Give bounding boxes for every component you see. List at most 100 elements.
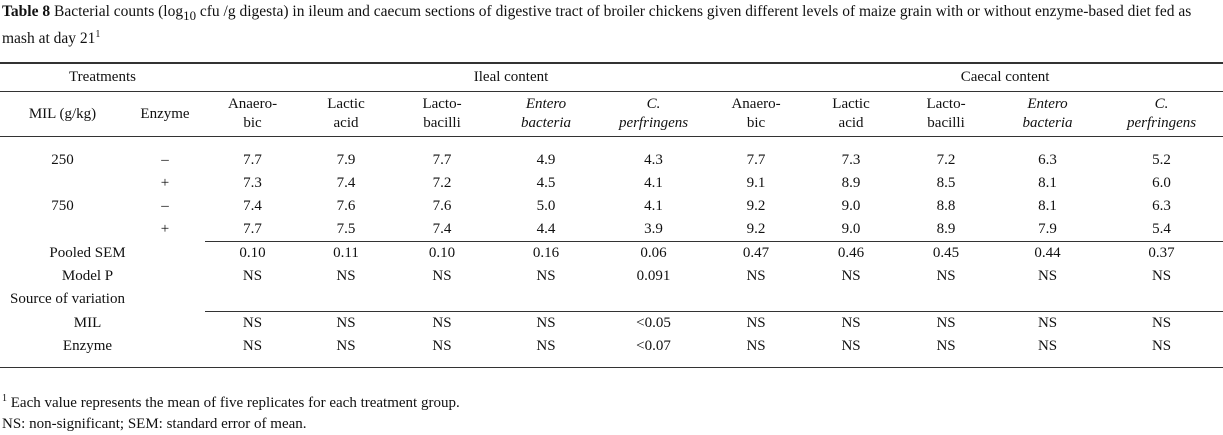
stats-value: NS — [841, 268, 861, 284]
stats-value: 0.37 — [1100, 241, 1223, 265]
stats-value: 0.45 — [897, 241, 996, 265]
column-header-line2: acid — [333, 115, 359, 131]
value-cell: 7.5 — [336, 221, 356, 237]
stats-row-pooled-sem: Pooled SEM 0.10 0.11 0.10 0.16 0.06 0.47 0.46 0.… — [0, 241, 1223, 265]
caption-text-2: cfu /g digesta) in ileum and caecum sect… — [2, 3, 1192, 48]
value-cell: 7.9 — [336, 152, 356, 168]
column-header-line2: acid — [838, 115, 864, 131]
source-of-variation-row: Source of variation — [0, 288, 1223, 312]
mil-cell: 250 — [51, 152, 74, 168]
value-cell: 9.0 — [841, 198, 861, 214]
stats-value: NS — [1037, 268, 1058, 284]
footnote-mark: 1 — [2, 393, 7, 404]
value-cell: 9.2 — [746, 198, 766, 214]
caption-subscript: 10 — [183, 8, 197, 24]
stats-value: NS — [492, 335, 601, 368]
stats-value: 0.16 — [492, 241, 601, 265]
stats-value: NS — [936, 268, 956, 284]
stats-value: NS — [707, 335, 806, 368]
value-cell: 5.2 — [1152, 152, 1171, 168]
stats-value: NS — [995, 335, 1101, 368]
stats-value: NS — [746, 268, 766, 284]
column-header-line1: Lactic — [327, 96, 365, 112]
value-cell: 4.5 — [536, 175, 556, 191]
column-header-line1: C. — [646, 96, 661, 112]
value-cell: 6.3 — [1038, 152, 1057, 168]
column-header-line1: Lacto- — [422, 96, 462, 112]
enzyme-cell: + — [160, 175, 170, 191]
stats-value: NS — [805, 311, 898, 335]
value-cell: 7.7 — [432, 152, 452, 168]
value-cell: 5.4 — [1152, 221, 1171, 237]
mil-header: MIL (g/kg) — [0, 91, 125, 137]
value-cell: 5.0 — [536, 198, 556, 214]
bacterial-counts-table: Treatments Ileal content Caecal content … — [0, 62, 1223, 368]
column-header-line2: bic — [243, 115, 262, 131]
table-row: 250 – 7.7 7.9 7.7 4.9 4.3 7.7 7.3 7.2 6.3 5.2 — [0, 149, 1223, 172]
column-header: C. perfringens — [1100, 91, 1223, 137]
column-header-line2: bacilli — [927, 115, 965, 131]
column-header: Anaero-bic — [205, 91, 301, 137]
stats-value: NS — [300, 335, 393, 368]
stats-value: 0.46 — [805, 241, 898, 265]
header-row-columns: MIL (g/kg) Enzyme Anaero-bic Lactic acid La… — [0, 91, 1223, 137]
value-cell: 7.7 — [746, 152, 766, 168]
column-header: Anaero-bic — [707, 91, 806, 137]
column-header-line2: perfringens — [618, 115, 689, 131]
stats-value: 0.06 — [600, 241, 708, 265]
column-header-line2: bacteria — [1022, 115, 1073, 131]
value-cell: 8.9 — [936, 221, 956, 237]
value-cell: 4.4 — [536, 221, 556, 237]
footnotes: 1 Each value represents the mean of five… — [2, 388, 460, 435]
value-cell: 6.0 — [1152, 175, 1171, 191]
treatments-header: Treatments — [0, 62, 206, 92]
enzyme-cell: – — [161, 198, 169, 214]
caption-footnote-mark: 1 — [95, 29, 101, 41]
value-cell: 8.9 — [841, 175, 861, 191]
stats-value: 0.10 — [205, 241, 301, 265]
column-header-line1: Lacto- — [926, 96, 966, 112]
stats-value: NS — [432, 268, 452, 284]
mil-cell: 750 — [51, 198, 74, 214]
value-cell: 7.4 — [243, 198, 262, 214]
table-row: +7.7 7.5 7.4 4.4 3.9 9.2 9.0 8.9 7.9 5.4 — [0, 218, 1223, 242]
footnote-1: 1 Each value represents the mean of five… — [2, 388, 460, 414]
stats-value: NS — [205, 311, 301, 335]
stats-value: NS — [897, 335, 996, 368]
column-header-line2: bacteria — [521, 115, 572, 131]
column-header: Entero bacteria — [492, 91, 601, 137]
stats-value: NS — [1100, 311, 1223, 335]
value-cell: 7.6 — [336, 198, 356, 214]
column-header: C. perfringens — [600, 91, 708, 137]
value-cell: 9.0 — [841, 221, 861, 237]
column-header-line1: C. — [1154, 96, 1169, 112]
value-cell: 4.1 — [644, 198, 663, 214]
stats-value: 0.10 — [392, 241, 493, 265]
ileal-content-header: Ileal content — [205, 62, 708, 92]
value-cell: 6.3 — [1152, 198, 1171, 214]
value-cell: 9.2 — [746, 221, 766, 237]
enzyme-header: Enzyme — [125, 91, 206, 137]
value-cell: 9.1 — [746, 175, 766, 191]
value-cell: 7.7 — [243, 221, 262, 237]
value-cell: 4.3 — [644, 152, 663, 168]
footnote-2: NS: non-significant; SEM: standard error… — [2, 416, 307, 432]
column-header-line1: Anaero- — [731, 96, 781, 112]
stats-value: NS — [336, 268, 356, 284]
stats-value: NS — [897, 311, 996, 335]
value-cell: 8.8 — [936, 198, 956, 214]
mil-cell — [0, 218, 125, 242]
stats-value: 0.091 — [636, 268, 671, 284]
value-cell: 7.7 — [243, 152, 262, 168]
column-header-line2: bic — [746, 115, 766, 131]
enzyme-cell: + — [160, 221, 170, 238]
stats-label: MIL — [73, 314, 102, 331]
column-header: Lactic acid — [300, 91, 393, 137]
stats-value: <0.05 — [600, 311, 708, 335]
value-cell: 3.9 — [644, 221, 663, 237]
stats-value: NS — [205, 335, 301, 368]
column-header-line2: bacilli — [423, 115, 461, 131]
stats-value: NS — [242, 268, 263, 284]
value-cell: 7.2 — [936, 152, 956, 168]
value-cell: 8.1 — [1038, 198, 1057, 214]
